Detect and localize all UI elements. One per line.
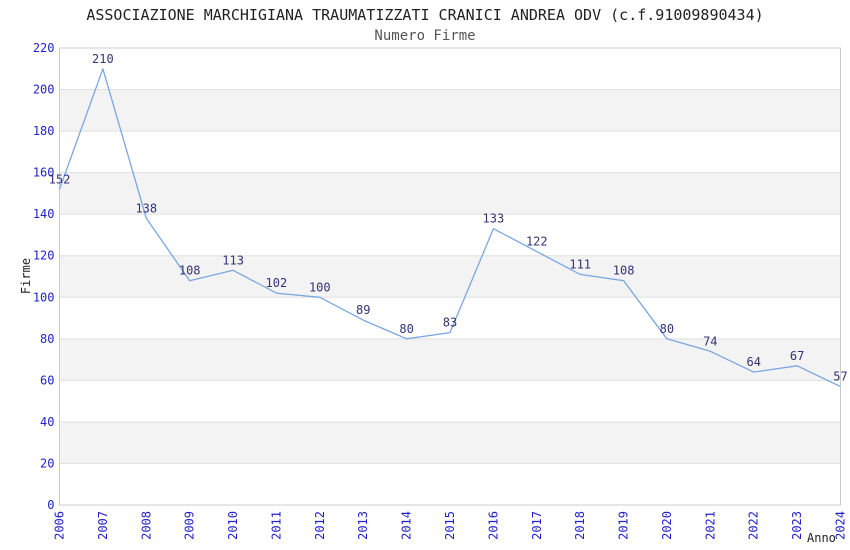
- x-tick-label: 2018: [573, 511, 587, 540]
- x-tick-label: 2021: [703, 511, 717, 540]
- point-label: 102: [266, 276, 288, 290]
- x-tick-label: 2022: [747, 511, 761, 540]
- point-label: 80: [660, 322, 674, 336]
- point-label: 100: [309, 280, 331, 294]
- y-tick-label: 120: [33, 249, 55, 263]
- plot-band: [59, 89, 841, 132]
- x-tick-label: 2014: [400, 511, 414, 540]
- point-label: 122: [526, 235, 548, 249]
- point-label: 133: [483, 212, 505, 226]
- plot-band: [59, 421, 841, 464]
- y-tick-label: 200: [33, 83, 55, 97]
- x-tick-label: 2006: [53, 511, 67, 540]
- x-tick-label: 2008: [139, 511, 153, 540]
- point-label: 67: [790, 349, 804, 363]
- x-tick-label: 2009: [183, 511, 197, 540]
- point-label: 74: [703, 334, 717, 348]
- plot-band: [59, 255, 841, 298]
- x-tick-label: 2023: [790, 511, 804, 540]
- point-label: 138: [135, 201, 157, 215]
- x-tick-label: 2015: [443, 511, 457, 540]
- point-label: 108: [613, 264, 635, 278]
- x-tick-label: 2020: [660, 511, 674, 540]
- y-tick-label: 60: [40, 373, 54, 387]
- x-tick-label: 2007: [96, 511, 110, 540]
- y-tick-label: 80: [40, 332, 54, 346]
- x-tick-label: 2011: [269, 511, 283, 540]
- point-label: 210: [92, 52, 114, 66]
- point-label: 80: [399, 322, 413, 336]
- point-label: 152: [49, 172, 71, 186]
- x-tick-label: 2016: [486, 511, 500, 540]
- y-tick-label: 20: [40, 456, 54, 470]
- point-label: 83: [443, 316, 457, 330]
- y-tick-label: 100: [33, 290, 55, 304]
- chart-subtitle: Numero Firme: [374, 28, 476, 44]
- point-label: 113: [222, 253, 244, 267]
- plot-band: [59, 172, 841, 215]
- plot-band: [59, 338, 841, 381]
- y-tick-label: 140: [33, 207, 55, 221]
- y-tick-label: 180: [33, 124, 55, 138]
- y-axis-title: Firme: [19, 257, 33, 295]
- data-line: [58, 68, 841, 388]
- x-tick-label: 2024: [834, 511, 848, 540]
- point-label: 64: [746, 355, 760, 369]
- x-tick-label: 2012: [313, 511, 327, 540]
- point-label: 111: [569, 257, 591, 271]
- point-label: 108: [179, 264, 201, 278]
- y-tick-label: 0: [47, 498, 54, 512]
- y-tick-label: 160: [33, 166, 55, 180]
- x-tick-label: 2010: [226, 511, 240, 540]
- y-tick-label: 40: [40, 415, 54, 429]
- x-tick-label: 2019: [617, 511, 631, 540]
- plot-border: [59, 47, 841, 506]
- y-tick-label: 220: [33, 41, 55, 55]
- chart-title: ASSOCIAZIONE MARCHIGIANA TRAUMATIZZATI C…: [86, 6, 764, 24]
- x-axis-title: Anno: [807, 531, 836, 545]
- x-tick-label: 2017: [530, 511, 544, 540]
- point-label: 57: [833, 370, 847, 384]
- x-tick-label: 2013: [356, 511, 370, 540]
- point-label: 89: [356, 303, 370, 317]
